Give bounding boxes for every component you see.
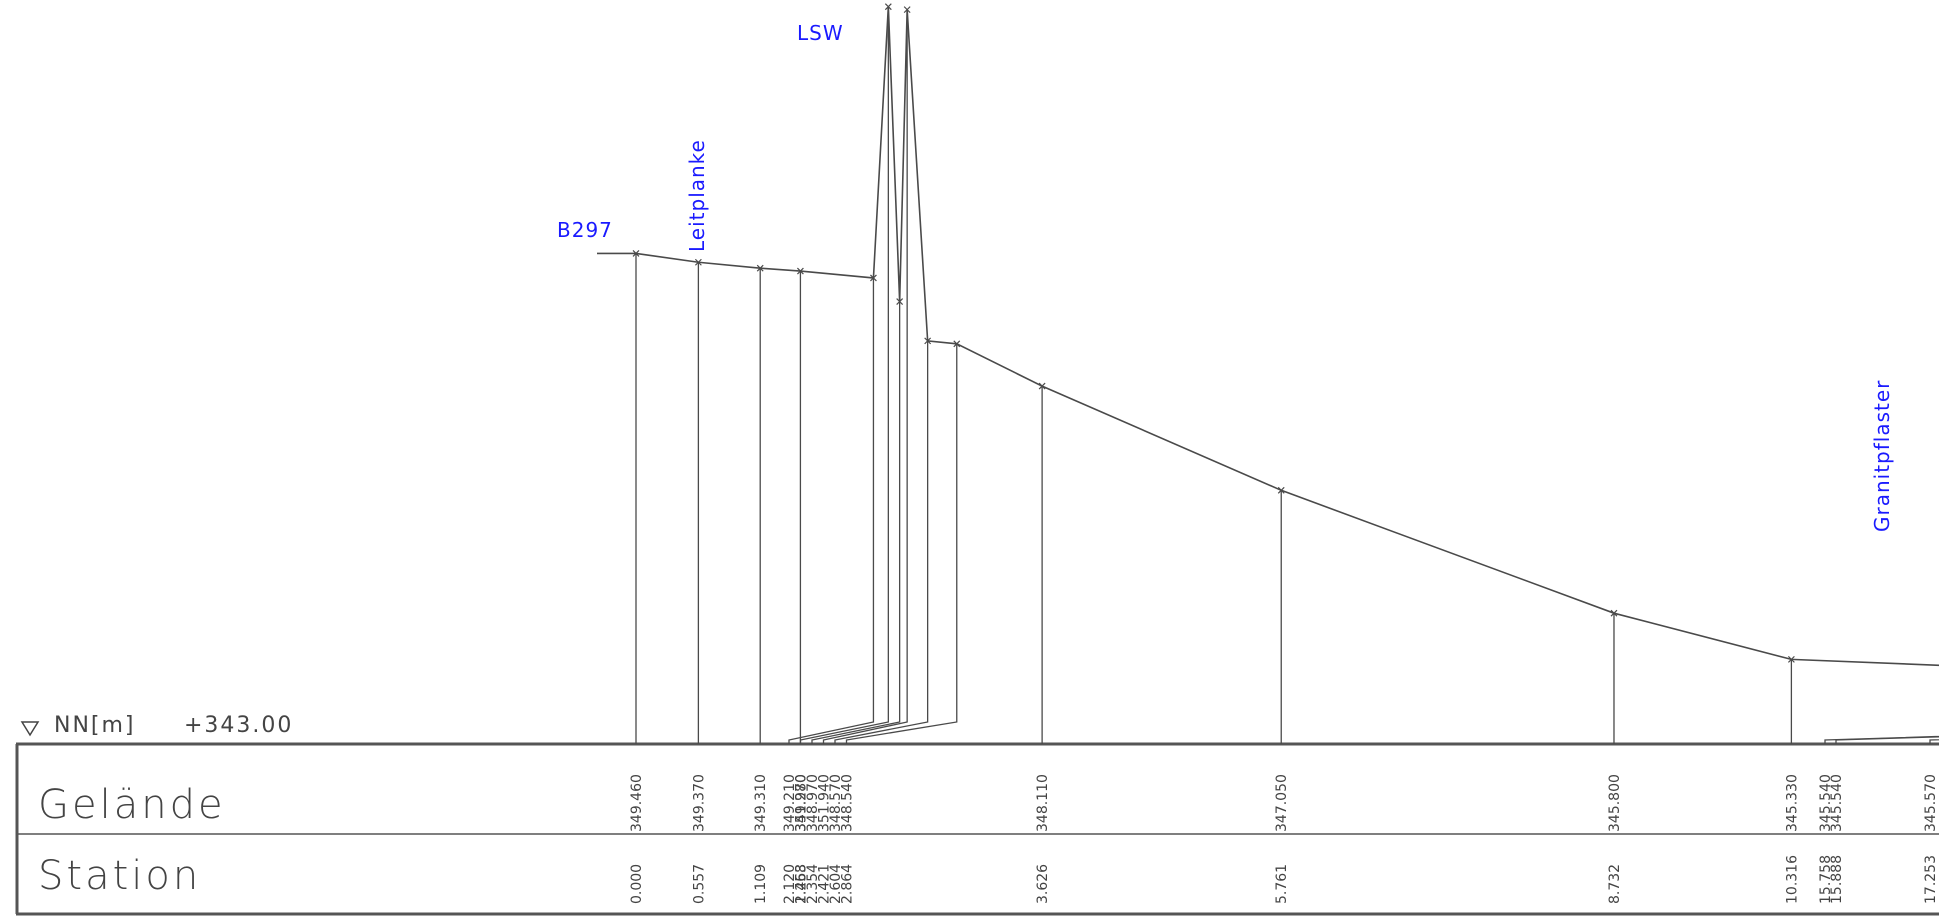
datum-triangle-icon — [20, 721, 40, 737]
point-marker — [870, 274, 877, 282]
drop-line — [811, 301, 901, 744]
point-marker — [884, 3, 892, 11]
drop-line — [1929, 739, 1939, 744]
point-marker — [903, 6, 911, 14]
point-marker — [756, 264, 764, 272]
point-marker — [924, 337, 932, 345]
station-value: 2.421 — [817, 864, 833, 904]
point-marker — [1038, 382, 1046, 390]
station-value: 0.557 — [691, 864, 707, 904]
drop-line — [1835, 736, 1939, 744]
point-marker — [1610, 609, 1618, 617]
point-marker — [896, 298, 904, 305]
elevation-value: 349.370 — [691, 774, 707, 832]
point-marker — [694, 258, 702, 266]
elevation-value: 349.310 — [753, 774, 769, 832]
datum-value: +343.00 — [184, 713, 293, 738]
elevation-value: 349.280 — [793, 774, 809, 832]
elevation-value: 351.940 — [817, 774, 833, 832]
point-marker — [1787, 655, 1795, 663]
terrain-line — [635, 6, 1939, 667]
datum-label: NN[m] — [54, 713, 136, 738]
elevation-values: 349.460 349.370 349.310 349.280349.210351.9… — [629, 774, 1939, 832]
row-label-station: Station — [38, 853, 201, 899]
annotation-b297: B297 — [557, 218, 613, 242]
drop-lines — [635, 6, 1939, 744]
elevation-value: 348.570 — [828, 774, 844, 832]
station-value: 2.120 — [782, 864, 798, 904]
station-value: 2.864 — [840, 864, 856, 904]
elevation-value: 348.110 — [1035, 774, 1051, 832]
station-value: 8.732 — [1607, 864, 1623, 904]
station-value: 0.000 — [629, 864, 645, 904]
elevation-value: 345.540 — [1818, 774, 1834, 832]
drop-line — [788, 277, 875, 744]
annotation-leitplanke: Leitplanke — [685, 139, 709, 252]
elevation-value: 349.210 — [782, 774, 798, 832]
drop-line — [834, 340, 929, 744]
profile-band — [15, 742, 1939, 916]
point-marker — [953, 340, 961, 348]
point-marker — [796, 267, 804, 275]
station-value: 10.316 — [1784, 855, 1800, 904]
drop-line — [1824, 735, 1939, 744]
elevation-value: 345.570 — [1923, 774, 1939, 832]
station-value: 15.758 — [1818, 855, 1834, 904]
station-values: 0.000 0.557 1.109 1.4682.1202.2532.3542.421… — [629, 855, 1939, 904]
elevation-value: 345.540 — [1829, 774, 1845, 832]
elevation-value: 345.330 — [1784, 774, 1800, 832]
drop-line — [799, 6, 889, 744]
elevation-value: 349.460 — [629, 774, 645, 832]
elevation-value: 351.970 — [794, 774, 810, 832]
row-label-gelaende: Gelände — [38, 782, 226, 828]
annotation-lsw: LSW — [797, 21, 844, 45]
point-marker — [1277, 486, 1285, 494]
elevation-value: 348.970 — [805, 774, 821, 832]
station-value: 2.354 — [805, 864, 821, 904]
elevation-value: 345.800 — [1607, 774, 1623, 832]
point-marker — [632, 249, 640, 257]
station-value: 2.604 — [828, 864, 844, 904]
annotation-granitpflaster: Granitpflaster — [1870, 380, 1894, 532]
station-value: 3.626 — [1035, 864, 1051, 904]
station-value: 1.468 — [793, 864, 809, 904]
elevation-value: 348.540 — [840, 774, 856, 832]
station-value: 2.253 — [794, 864, 810, 904]
point-markers — [632, 3, 1795, 663]
station-value: 17.253 — [1923, 855, 1939, 904]
station-value: 15.888 — [1829, 855, 1845, 904]
drop-line — [822, 9, 908, 744]
station-value: 1.109 — [753, 864, 769, 904]
drop-line — [845, 343, 958, 744]
elevation-value: 347.050 — [1274, 774, 1290, 832]
station-value: 5.761 — [1274, 864, 1290, 904]
